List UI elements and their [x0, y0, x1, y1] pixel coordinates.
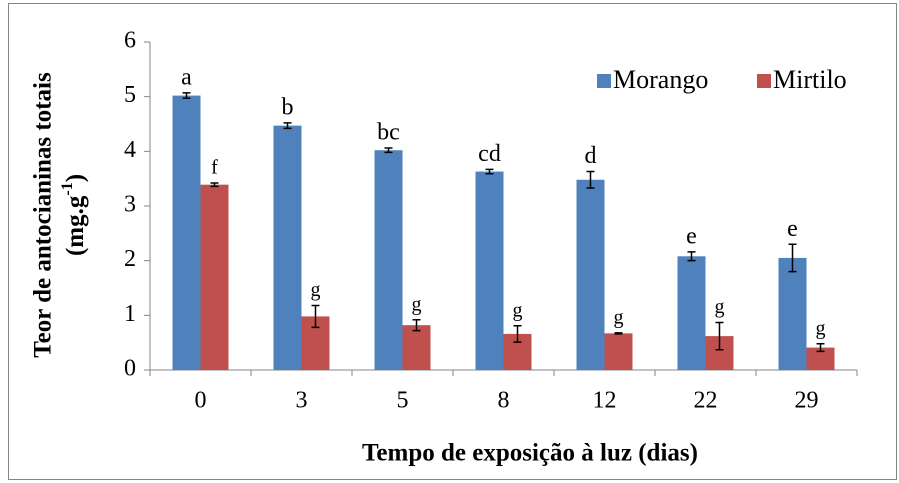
significance-letter: cd — [478, 141, 501, 167]
y-tick-label: 6 — [124, 28, 136, 54]
y-axis-label-line: Teor de antocianinas totais — [30, 72, 57, 358]
legend-label: Mirtilo — [773, 65, 847, 94]
unit-end: ) — [62, 174, 89, 182]
x-tick-label: 29 — [795, 388, 819, 414]
unit-text: (mg.g — [62, 195, 89, 256]
significance-letter: d — [585, 143, 597, 169]
y-tick-label: 1 — [124, 301, 136, 327]
x-tick-label: 12 — [593, 388, 617, 414]
bar — [778, 257, 807, 370]
error-bar — [614, 332, 623, 335]
x-tick-label: 0 — [195, 388, 207, 414]
significance-letter: g — [412, 293, 422, 315]
error-bar — [788, 243, 797, 273]
significance-letter: g — [311, 279, 321, 301]
significance-letter: g — [715, 296, 725, 318]
significance-letter: g — [816, 317, 826, 339]
error-bar — [715, 321, 724, 351]
error-bar — [311, 304, 320, 329]
error-bar — [412, 318, 421, 332]
bar — [604, 333, 633, 370]
y-tick-label: 2 — [124, 246, 136, 272]
legend-label: Morango — [613, 65, 708, 94]
y-axis-label-unit: (mg.g-1) — [59, 174, 89, 256]
chart-frame — [8, 3, 897, 480]
unit-exponent: -1 — [59, 182, 76, 195]
error-bar — [182, 92, 191, 100]
significance-letter: f — [211, 157, 218, 179]
significance-letter: e — [686, 223, 697, 249]
y-tick-label: 4 — [124, 137, 136, 163]
legend-swatch — [597, 74, 611, 88]
y-tick-label: 5 — [124, 82, 136, 108]
error-bar — [210, 182, 219, 188]
bar — [806, 347, 835, 370]
x-axis-label: Tempo de exposição à luz (dias) — [362, 440, 698, 467]
error-bar — [384, 147, 393, 154]
error-bar — [816, 343, 825, 353]
significance-letter: b — [282, 94, 294, 120]
x-tick-label: 8 — [498, 388, 510, 414]
bar — [273, 125, 302, 370]
significance-letter: bc — [377, 120, 400, 146]
error-bar — [513, 324, 522, 343]
significance-letter: g — [614, 306, 624, 328]
error-bar — [687, 251, 696, 262]
legend-swatch — [757, 74, 771, 88]
x-tick-label: 3 — [296, 388, 308, 414]
bar — [172, 95, 201, 370]
significance-letter: g — [513, 299, 523, 321]
bar — [402, 325, 431, 370]
bar — [200, 184, 229, 370]
bar — [475, 171, 504, 370]
bar — [576, 179, 605, 370]
y-tick-label: 3 — [124, 192, 136, 218]
x-tick-label: 22 — [694, 388, 718, 414]
y-tick-label: 0 — [124, 356, 136, 382]
bar — [677, 256, 706, 370]
significance-letter: e — [787, 216, 798, 242]
x-tick-label: 5 — [397, 388, 409, 414]
error-bar — [283, 122, 292, 130]
significance-letter: a — [181, 64, 192, 90]
error-bar — [485, 168, 494, 175]
bar — [374, 150, 403, 370]
y-axis-label: Teor de antocianinas totais (mg.g-1) — [30, 72, 89, 358]
error-bar — [586, 170, 595, 189]
